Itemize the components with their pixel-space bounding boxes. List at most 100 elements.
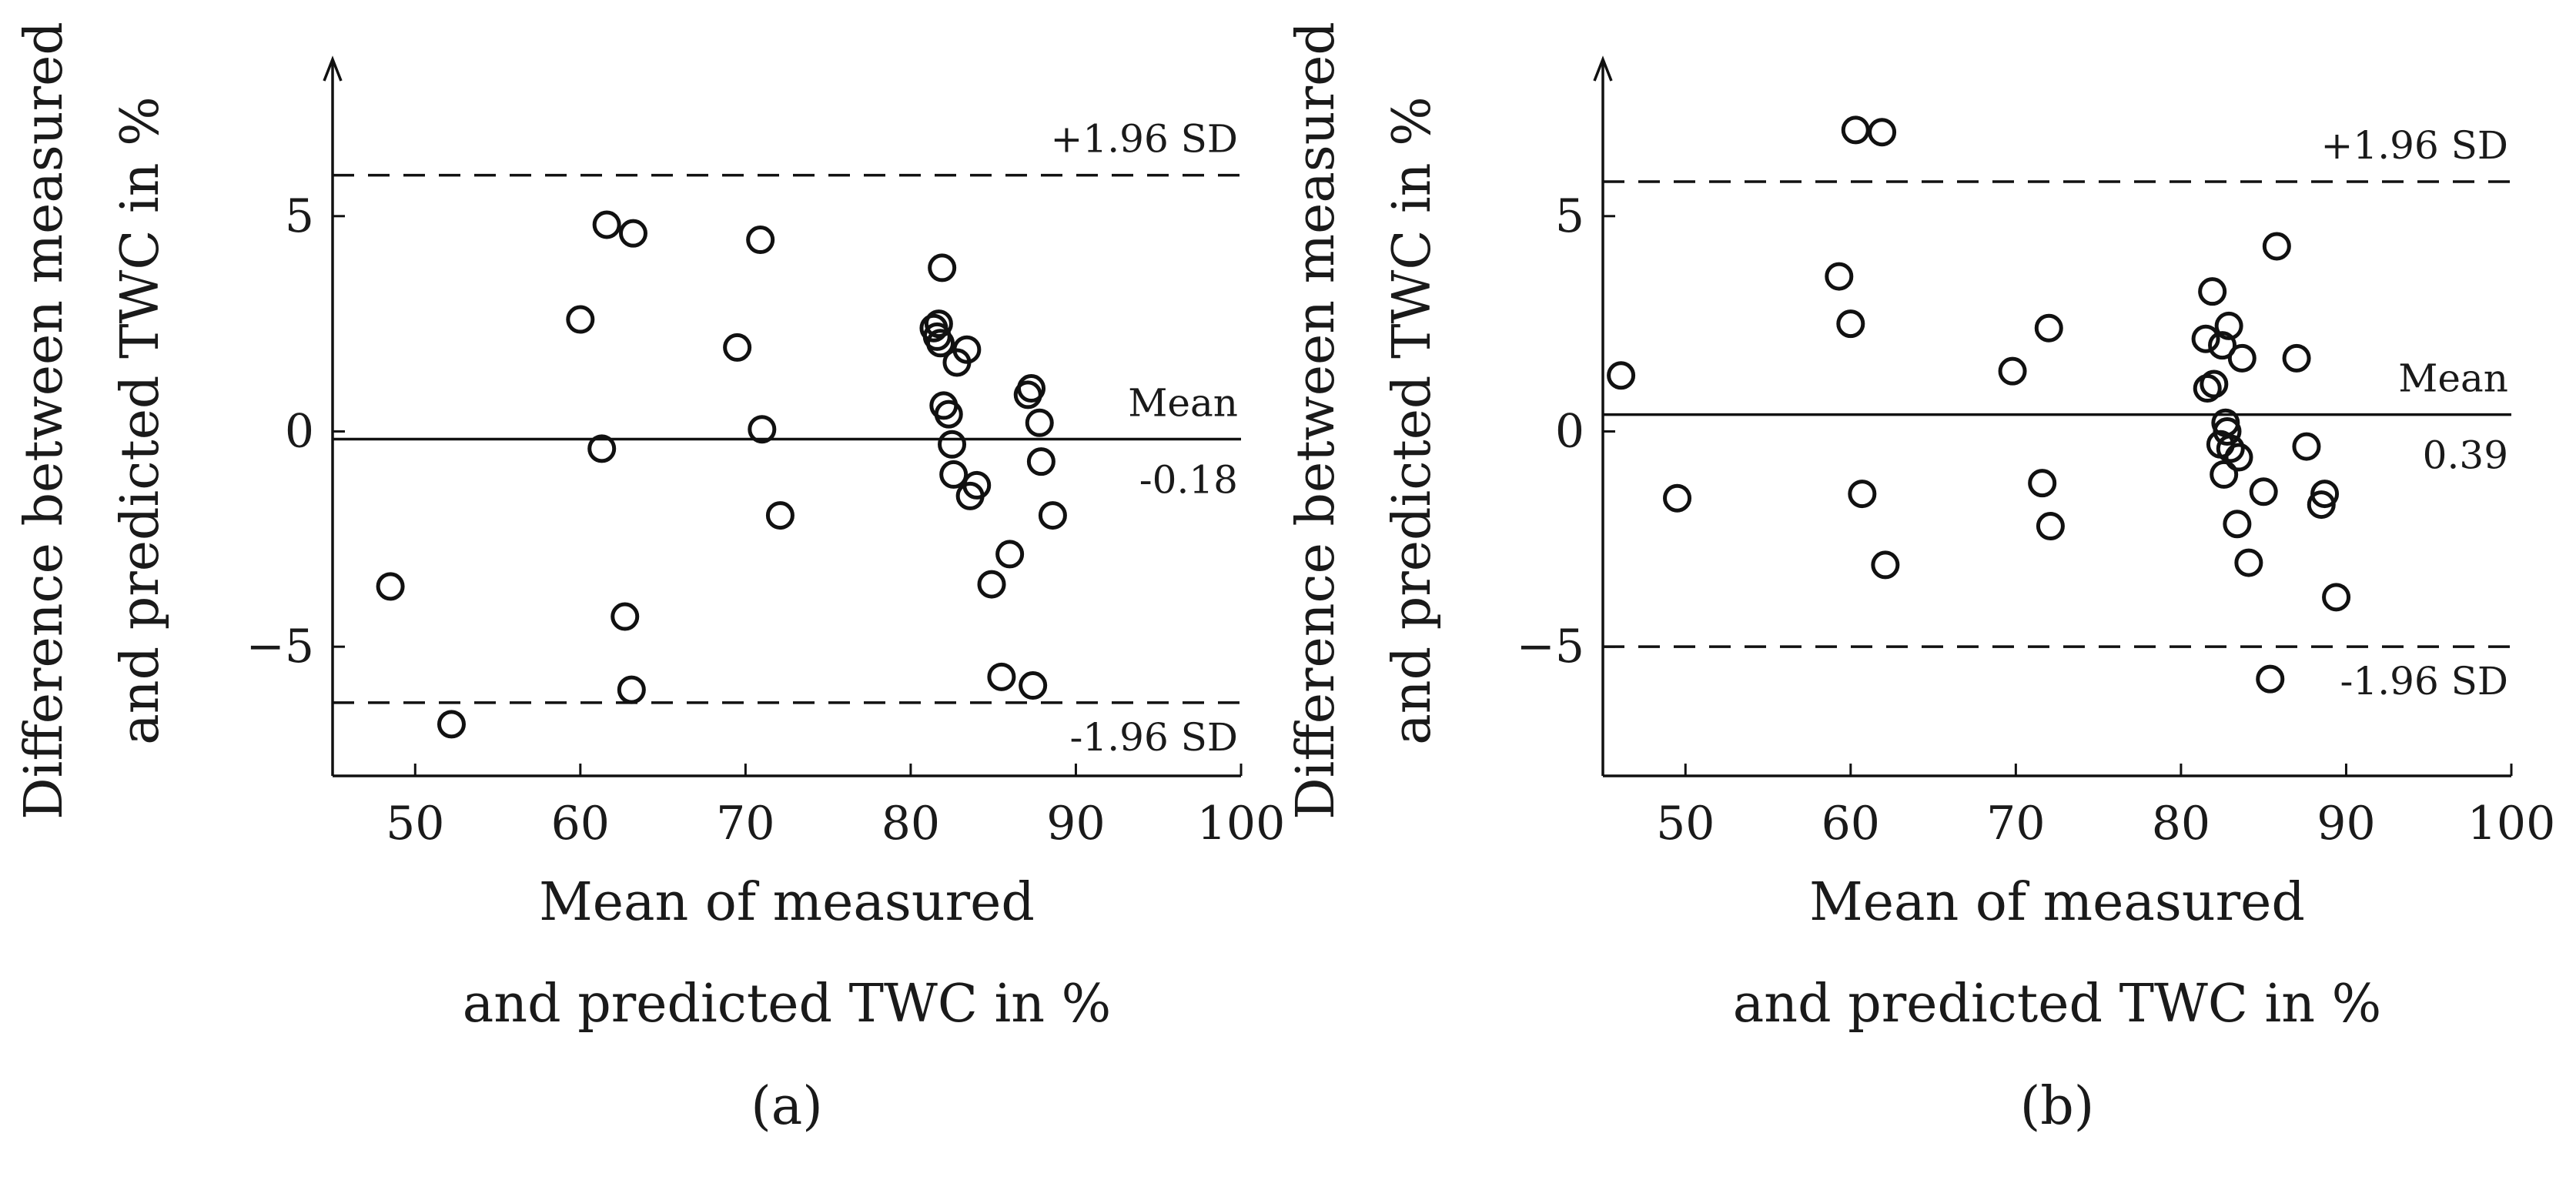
- mean-label: Mean: [1128, 381, 1238, 426]
- data-point: [962, 470, 992, 500]
- y-axis-label: and predicted TWC in %: [1382, 96, 1443, 745]
- data-point: [977, 570, 1006, 599]
- x-axis-label: and predicted TWC in %: [463, 974, 1112, 1035]
- data-point: [1026, 447, 1055, 476]
- data-point: [1017, 374, 1046, 403]
- x-tick-label: 60: [1822, 797, 1880, 851]
- panel-label: (b): [2020, 1076, 2095, 1137]
- data-point: [2200, 369, 2229, 399]
- data-point: [1825, 262, 1854, 291]
- data-point: [748, 415, 777, 444]
- data-point: [618, 219, 647, 248]
- data-point: [928, 253, 957, 282]
- data-point: [1836, 309, 1865, 339]
- data-point: [1841, 115, 1870, 145]
- lower-sd-label: -1.96 SD: [1070, 715, 1238, 760]
- data-point: [1607, 361, 1636, 390]
- data-point: [2282, 343, 2311, 373]
- x-tick-label: 90: [1046, 797, 1105, 851]
- data-point: [2214, 311, 2243, 340]
- data-point: [2216, 434, 2245, 463]
- panel-label: (a): [751, 1076, 823, 1137]
- y-axis-arrow: [1593, 55, 1613, 82]
- y-tick-label: 0: [1555, 404, 1584, 458]
- x-axis-label: Mean of measured: [539, 872, 1035, 933]
- y-tick-label: −5: [246, 620, 314, 674]
- data-point: [2193, 374, 2222, 403]
- data-point: [2262, 232, 2291, 261]
- data-point: [2322, 583, 2351, 612]
- data-point: [1663, 483, 1692, 513]
- data-point: [592, 210, 621, 239]
- data-point: [2028, 469, 2057, 498]
- data-point: [2210, 460, 2239, 489]
- y-tick-label: 5: [285, 189, 314, 243]
- data-point: [952, 335, 982, 364]
- upper-sd-label: +1.96 SD: [2321, 123, 2508, 168]
- mean-value-label: 0.39: [2423, 433, 2508, 478]
- y-axis-label: and predicted TWC in %: [110, 96, 171, 745]
- data-point: [1848, 480, 1877, 509]
- x-tick-label: 50: [1656, 797, 1715, 851]
- x-tick-label: 100: [1197, 797, 1286, 851]
- data-point: [2256, 664, 2285, 694]
- data-point: [938, 430, 967, 459]
- data-point: [2310, 480, 2340, 509]
- upper-sd-label: +1.96 SD: [1051, 117, 1238, 162]
- data-point: [437, 710, 466, 739]
- data-point: [2292, 432, 2321, 461]
- data-point: [939, 460, 969, 489]
- data-point: [2213, 416, 2242, 446]
- lower-sd-label: -1.96 SD: [2340, 659, 2508, 704]
- data-point: [1038, 501, 1067, 530]
- x-axis-label: Mean of measured: [1809, 872, 2305, 933]
- data-point: [2249, 477, 2278, 506]
- data-point: [926, 329, 955, 358]
- y-axis-label: Difference between measured: [14, 22, 75, 820]
- x-tick-label: 80: [2152, 797, 2210, 851]
- data-point: [723, 333, 752, 362]
- data-point: [2224, 443, 2253, 472]
- data-point: [2227, 343, 2257, 373]
- data-point: [2234, 548, 2263, 577]
- panel-b: 50 60 70 80 90 100 −5 0 5 +1.96 SD Mean 0.39 -1.96 S…: [1286, 22, 2555, 1137]
- panel-a: 50 60 70 80 90 100 −5 0 5 +1.96 SD Mean -0.18 -1.96 …: [14, 22, 1285, 1137]
- y-tick-label: −5: [1517, 620, 1584, 674]
- data-point: [924, 309, 953, 339]
- data-point: [566, 305, 595, 334]
- data-point: [2036, 512, 2065, 541]
- data-point: [1998, 356, 2027, 386]
- x-tick-label: 80: [882, 797, 940, 851]
- data-point: [1871, 550, 1900, 580]
- y-tick-label: 0: [285, 404, 314, 458]
- data-point: [2223, 510, 2252, 539]
- mean-label: Mean: [2398, 356, 2508, 401]
- y-tick-label: 5: [1555, 189, 1584, 243]
- data-point: [1025, 408, 1054, 437]
- x-tick-label: 100: [2467, 797, 2556, 851]
- data-point: [1868, 118, 1897, 147]
- data-point: [376, 572, 405, 601]
- x-tick-label: 70: [716, 797, 774, 851]
- data-point: [1019, 671, 1048, 700]
- data-point: [934, 399, 963, 429]
- x-tick-label: 70: [1986, 797, 2045, 851]
- data-point: [2208, 331, 2237, 360]
- x-axis-label: and predicted TWC in %: [1733, 974, 2382, 1035]
- data-point: [995, 540, 1025, 569]
- data-point: [2191, 324, 2220, 353]
- data-point: [746, 226, 775, 255]
- x-tick-label: 50: [386, 797, 444, 851]
- mean-value-label: -0.18: [1139, 458, 1238, 503]
- data-point: [617, 675, 646, 704]
- data-point: [611, 602, 640, 631]
- y-axis-arrow: [323, 55, 343, 82]
- data-point: [2034, 313, 2063, 343]
- data-point: [765, 501, 795, 530]
- x-tick-label: 60: [551, 797, 610, 851]
- data-point: [587, 434, 617, 463]
- y-axis-label: Difference between measured: [1286, 22, 1347, 820]
- data-point: [987, 662, 1016, 691]
- data-point: [2198, 277, 2227, 306]
